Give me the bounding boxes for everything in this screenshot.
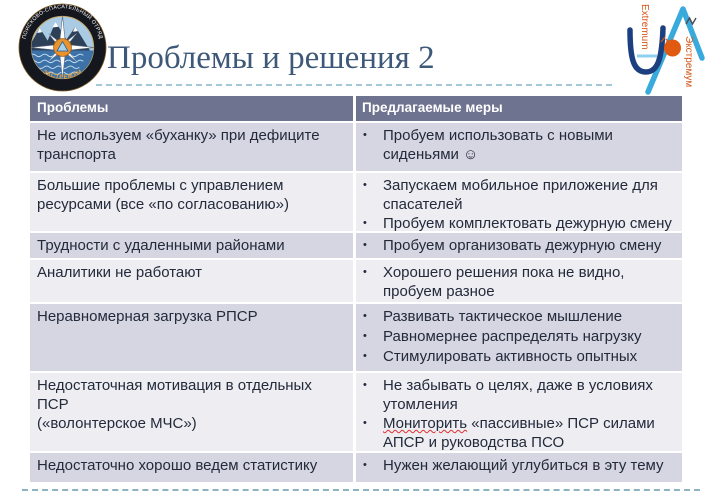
measure-item: • Не забывать о целях, даже в условиях у… <box>356 376 678 414</box>
bullet-icon: • <box>363 379 367 391</box>
measure-item: • Хорошего решения пока не видно, пробуе… <box>356 263 678 301</box>
measure-text: Равномернее распределять нагрузку <box>383 328 642 345</box>
header-measures: Предлагаемые меры <box>356 96 682 121</box>
measure-text: Запускаем мобильное приложение для спаса… <box>383 177 658 213</box>
rescue-squad-badge-icon: ПОИСКОВО-СПАСАТЕЛЬНЫЙ ОТРЯД ЭКСТРЕМУМ <box>18 3 107 92</box>
title-dashed-rule <box>96 84 612 86</box>
measure-item: • Равномернее распределять нагрузку <box>356 327 678 347</box>
measure-item: • Пробуем использовать с новыми сиденьям… <box>356 126 678 164</box>
header-problems: Проблемы <box>30 96 353 121</box>
problems-table: Проблемы Предлагаемые меры Не используем… <box>30 96 682 484</box>
measure-item: • Развивать тактическое мышление <box>356 307 678 327</box>
problem-text: Большие проблемы с управлением ресурсами… <box>37 177 289 213</box>
table-row: Недостаточно хорошо ведем статистику • Н… <box>30 453 682 482</box>
measure-text: Хорошего решения пока не видно, пробуем … <box>383 264 625 300</box>
measure-text: Пробуем организовать дежурную смену <box>383 237 662 254</box>
problem-text: Недостаточная мотивация в отдельных ПСР … <box>37 377 312 432</box>
problem-text: Трудности с удаленными районами <box>37 237 285 254</box>
measure-text: Нужен желающий углубиться в эту тему <box>383 457 664 474</box>
measure-text: Пробуем использовать с новыми сиденьями … <box>383 127 613 163</box>
table-row: Аналитики не работают • Хорошего решения… <box>30 260 682 302</box>
svg-text:ЭКСТРЕМУМ: ЭКСТРЕМУМ <box>41 69 83 81</box>
bullet-icon: • <box>363 217 367 229</box>
bullet-icon: • <box>363 350 367 362</box>
measure-item: • Пробуем организовать дежурную смену <box>356 236 678 255</box>
measure-text: Стимулировать активность опытных РПСР <box>383 348 638 371</box>
bullet-icon: • <box>363 129 367 141</box>
extremum-latin-text: Extremum <box>639 4 650 50</box>
bullet-icon: • <box>363 459 367 471</box>
measure-text: Пробуем комплектовать дежурную смену <box>383 215 672 231</box>
problem-text: Недостаточно хорошо ведем статистику <box>37 457 318 474</box>
problem-text: Неравномерная загрузка РПСР <box>37 308 258 325</box>
table-header-row: Проблемы Предлагаемые меры <box>30 96 682 121</box>
measure-item: • Запускаем мобильное приложение для спа… <box>356 176 678 214</box>
measure-text: Мониторить «пассивные» ПСР силами АПСР и… <box>383 414 655 451</box>
measure-text: Не забывать о целях, даже в условиях уто… <box>383 377 653 413</box>
measure-item: • Стимулировать активность опытных РПСР <box>356 347 678 371</box>
table-row: Не используем «буханку» при дефиците тра… <box>30 123 682 171</box>
slide-title: Проблемы и решения 2 <box>107 40 435 76</box>
problem-text: Не используем «буханку» при дефиците тра… <box>37 127 320 163</box>
bullet-icon: • <box>363 417 367 429</box>
table-row: Недостаточная мотивация в отдельных ПСР … <box>30 373 682 451</box>
table-row: Трудности с удаленными районами • Пробуе… <box>30 233 682 258</box>
measure-item: • Мониторить «пассивные» ПСР силами АПСР… <box>356 414 678 451</box>
measure-item: • Нужен желающий углубиться в эту тему <box>356 456 678 475</box>
measure-item: • Пробуем комплектовать дежурную смену <box>356 214 678 231</box>
measure-text-rest: «пассивные» ПСР силами АПСР и руководств… <box>383 415 655 451</box>
misspelled-word: Мониторить <box>383 415 468 432</box>
badge-arc-bottom-text: ЭКСТРЕМУМ <box>41 69 82 81</box>
measure-text: Развивать тактическое мышление <box>383 308 623 325</box>
table-row: Большие проблемы с управлением ресурсами… <box>30 173 682 231</box>
extremum-logo-icon: Extremum Экстремум <box>617 0 708 100</box>
bullet-icon: • <box>363 266 367 278</box>
footer-dashed-rule <box>22 489 700 491</box>
bullet-icon: • <box>363 310 367 322</box>
bullet-icon: • <box>363 330 367 342</box>
bullet-icon: • <box>363 239 367 251</box>
bullet-icon: • <box>363 179 367 191</box>
problem-text: Аналитики не работают <box>37 264 203 281</box>
table-row: Неравномерная загрузка РПСР • Развивать … <box>30 304 682 371</box>
extremum-cyrillic-text: Экстремум <box>683 36 694 87</box>
